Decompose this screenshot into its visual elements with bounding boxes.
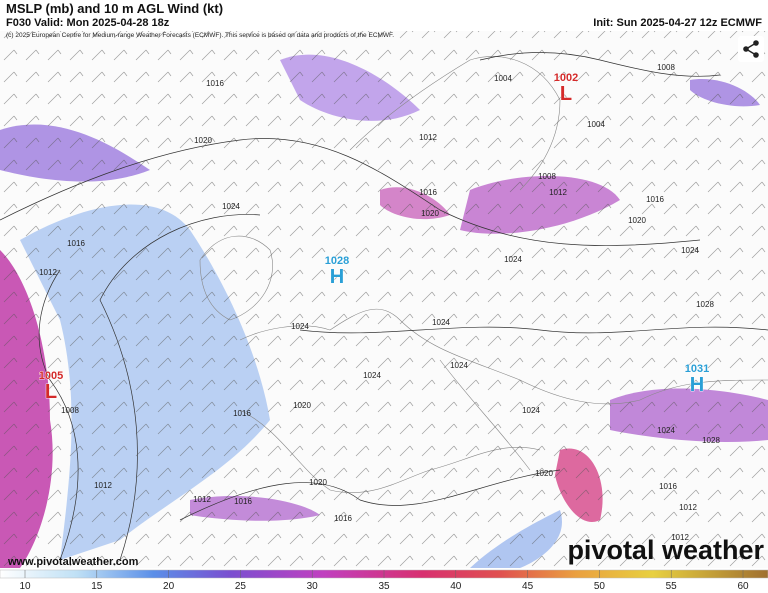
colorbar-tick-label: 60 <box>737 581 749 592</box>
isobar-label: 1008 <box>657 63 675 72</box>
colorbar-tick-label: 15 <box>91 581 103 592</box>
isobar-label: 1024 <box>291 322 309 331</box>
center-value: 1031 <box>685 363 709 375</box>
wind-barbs <box>0 30 768 568</box>
share-button[interactable] <box>738 36 764 62</box>
isobar-label: 1020 <box>194 136 212 145</box>
isobar-label: 1016 <box>646 195 664 204</box>
isobar-label: 1020 <box>293 401 311 410</box>
isobar-label: 1012 <box>193 495 211 504</box>
colorbar-tick-label: 55 <box>666 581 678 592</box>
isobar-label: 1024 <box>522 406 540 415</box>
isobar-label: 1012 <box>671 533 689 542</box>
header-background <box>0 0 768 31</box>
isobar-label: 1024 <box>681 246 699 255</box>
isobar-label: 1016 <box>234 497 252 506</box>
isobar-label: 1004 <box>494 74 512 83</box>
valid-time: F030 Valid: Mon 2025-04-28 18z <box>6 17 170 29</box>
isobar-label: 1012 <box>94 481 112 490</box>
isobar-label: 1024 <box>504 255 522 264</box>
isobar-label: 1024 <box>450 361 468 370</box>
isobar-label: 1012 <box>679 503 697 512</box>
isobar-label: 1020 <box>421 209 439 218</box>
isobar-labels: 1016 1020 1024 1016 1012 1020 1016 1012 1004 1008… <box>39 63 720 542</box>
isobar-label: 1012 <box>549 188 567 197</box>
center-value: 1002 <box>554 72 578 84</box>
center-value: 1028 <box>325 255 349 267</box>
isobar-label: 1020 <box>628 216 646 225</box>
center-letter: H <box>690 374 704 396</box>
colorbar-ticks: 10 15 20 25 30 35 40 45 50 55 60 <box>19 570 749 592</box>
init-time: Init: Sun 2025-04-27 12z ECMWF <box>593 17 762 29</box>
colorbar-tick-label: 20 <box>163 581 175 592</box>
center-letter: H <box>330 266 344 288</box>
site-url[interactable]: www.pivotalweather.com <box>7 556 139 568</box>
isobar-label: 1016 <box>419 188 437 197</box>
isobar-label: 1024 <box>222 202 240 211</box>
isobar-label: 1004 <box>587 120 605 129</box>
colorbar-tick-label: 45 <box>522 581 534 592</box>
isobar-label: 1020 <box>535 469 553 478</box>
colorbar-tick-label: 10 <box>19 581 31 592</box>
isobar-label: 1008 <box>61 406 79 415</box>
colorbar-tick-label: 50 <box>594 581 606 592</box>
center-letter: L <box>45 381 57 403</box>
brand: pivotal weather <box>567 535 764 565</box>
colorbar-tick-label: 35 <box>378 581 390 592</box>
isobar-label: 1012 <box>39 268 57 277</box>
isobar-label: 1016 <box>67 239 85 248</box>
isobar-label: 1012 <box>419 133 437 142</box>
isobar-label: 1028 <box>696 300 714 309</box>
colorbar-tick-label: 25 <box>235 581 247 592</box>
center-value: 1005 <box>39 370 63 382</box>
title: MSLP (mb) and 10 m AGL Wind (kt) <box>6 1 223 16</box>
isobar-label: 1028 <box>702 436 720 445</box>
isobar-label: 1008 <box>538 172 556 181</box>
isobar-label: 1024 <box>657 426 675 435</box>
colorbar-tick-label: 30 <box>307 581 319 592</box>
center-letter: L <box>560 83 572 105</box>
isobar-label: 1020 <box>309 478 327 487</box>
isobar-label: 1024 <box>432 318 450 327</box>
isobar-label: 1024 <box>363 371 381 380</box>
isobar-label: 1016 <box>233 409 251 418</box>
credit: (c) 2025 European Centre for Medium-rang… <box>6 32 394 39</box>
isobar-label: 1016 <box>334 514 352 523</box>
isobar-label: 1016 <box>206 79 224 88</box>
colorbar-tick-label: 40 <box>450 581 462 592</box>
isobar-label: 1016 <box>659 482 677 491</box>
